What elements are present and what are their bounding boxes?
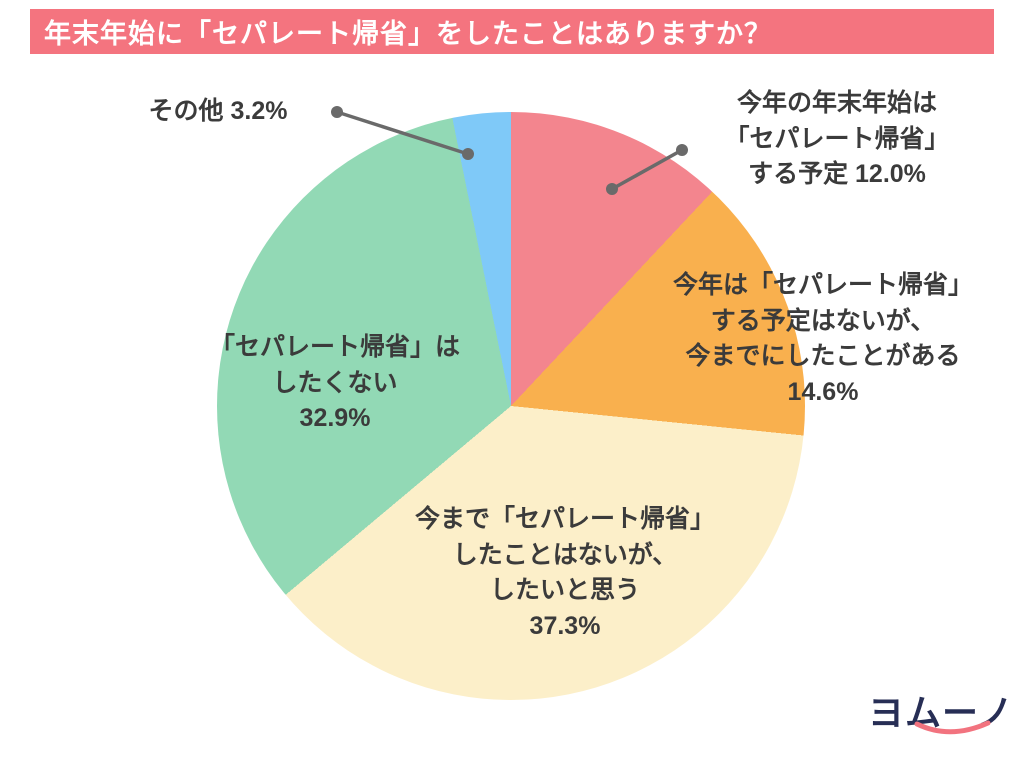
label-line: 37.3%: [529, 611, 601, 640]
label-line: 「セパレート帰省」: [724, 124, 950, 153]
label-line: 32.9%: [299, 404, 371, 432]
label-line: 今まで「セパレート帰省」: [414, 505, 715, 533]
slice-label-other-text: その他 3.2%: [148, 97, 288, 125]
label-line: 今までにしたことがある: [685, 342, 961, 370]
label-line: 「セパレート帰省」は: [209, 333, 460, 361]
pie-chart: [217, 112, 805, 700]
slice-label-done-before: 今年は「セパレート帰省」 する予定はないが、 今までにしたことがある 14.6%: [650, 268, 996, 410]
title-bar: 年末年始に「セパレート帰省」をしたことはありますか？: [30, 9, 994, 54]
logo-text: ヨムーノ: [868, 692, 1014, 733]
label-line: 14.6%: [787, 377, 859, 406]
label-line: 今年は「セパレート帰省」: [672, 271, 973, 299]
logo-swoosh-icon: [914, 720, 991, 735]
yomuno-logo: ヨムーノ: [868, 684, 1013, 744]
label-line: したことはないが、: [452, 540, 678, 569]
slice-label-plan-this-year: 今年の年末年始は 「セパレート帰省」 する予定 12.0%: [692, 86, 982, 193]
label-line: 今年の年末年始は: [736, 89, 937, 117]
label-line: したくない: [272, 368, 398, 397]
label-line: する予定 12.0%: [748, 160, 926, 188]
label-line: したいと思う: [489, 576, 640, 604]
slice-label-dont-want: 「セパレート帰省」は したくない 32.9%: [165, 330, 505, 437]
chart-title: 年末年始に「セパレート帰省」をしたことはありますか？: [44, 19, 772, 49]
slice-label-want-to: 今まで「セパレート帰省」 したことはないが、 したいと思う 37.3%: [393, 502, 737, 644]
label-line: する予定はないが、: [710, 306, 936, 335]
slice-label-other: その他 3.2%: [68, 94, 368, 130]
